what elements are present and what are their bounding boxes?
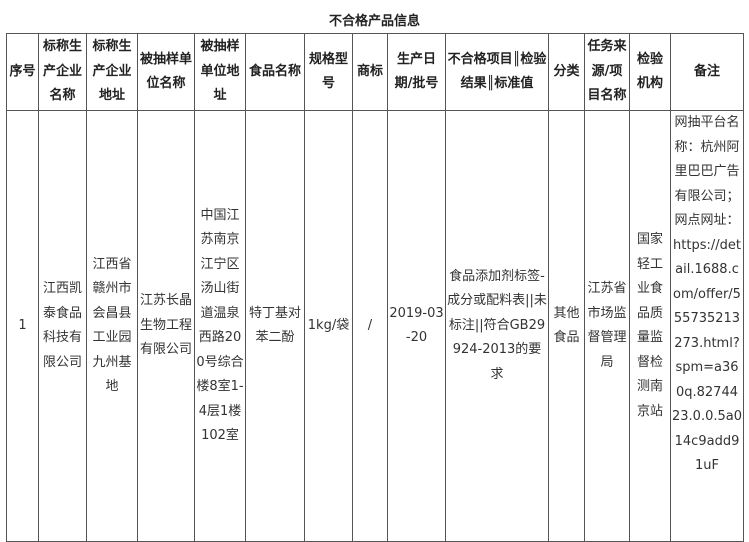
cell-production-date: 2019-03-20 — [387, 110, 446, 542]
header-food-name: 食品名称 — [245, 33, 305, 111]
cell-sampled-unit-name: 江苏长晶生物工程有限公司 — [137, 110, 195, 542]
cell-nonconforming-item: 食品添加剂标签-成分或配料表||未标注||符合GB29924-2013的要求 — [445, 110, 549, 542]
cell-manufacturer-name: 江西凯泰食品科技有限公司 — [38, 110, 87, 542]
header-category: 分类 — [548, 33, 585, 111]
cell-food-name: 特丁基对苯二酚 — [245, 110, 305, 542]
header-row: 序号 标称生产企业名称 标称生产企业地址 被抽样单位名称 被抽样单位地址 食品名… — [6, 33, 744, 111]
cell-task-source: 江苏省市场监督管理局 — [584, 110, 630, 542]
cell-sampled-unit-address: 中国江苏南京江宁区汤山街道温泉西路200号综合楼8室1-4层1楼102室 — [194, 110, 246, 542]
header-task-source: 任务来源/项目名称 — [584, 33, 630, 111]
table-title: 不合格产品信息 — [328, 14, 420, 29]
header-manufacturer-address: 标称生产企业地址 — [86, 33, 138, 111]
cell-category: 其他食品 — [548, 110, 585, 542]
nonconforming-products-table: 序号 标称生产企业名称 标称生产企业地址 被抽样单位名称 被抽样单位地址 食品名… — [6, 33, 744, 542]
header-nonconforming-item: 不合格项目║检验结果║标准值 — [445, 33, 549, 111]
header-trademark: 商标 — [352, 33, 388, 111]
header-manufacturer-name: 标称生产企业名称 — [38, 33, 87, 111]
cell-trademark: / — [352, 110, 388, 542]
header-sampled-unit-address: 被抽样单位地址 — [194, 33, 246, 111]
header-remarks: 备注 — [670, 33, 744, 111]
cell-index: 1 — [6, 110, 39, 542]
table-row: 1 江西凯泰食品科技有限公司 江西省赣州市会昌县工业园九州基地 江苏长晶生物工程… — [6, 110, 744, 542]
cell-spec: 1kg/袋 — [304, 110, 353, 542]
header-production-date: 生产日期/批号 — [387, 33, 446, 111]
header-spec: 规格型号 — [304, 33, 353, 111]
header-inspection-agency: 检验机构 — [629, 33, 671, 111]
header-sampled-unit-name: 被抽样单位名称 — [137, 33, 195, 111]
cell-inspection-agency: 国家轻工业食品质量监督检测南京站 — [629, 110, 671, 542]
cell-manufacturer-address: 江西省赣州市会昌县工业园九州基地 — [86, 110, 138, 542]
cell-remarks: 网抽平台名称：杭州阿里巴巴广告有限公司；网点网址：https://detail.… — [670, 110, 744, 542]
header-index: 序号 — [6, 33, 39, 111]
